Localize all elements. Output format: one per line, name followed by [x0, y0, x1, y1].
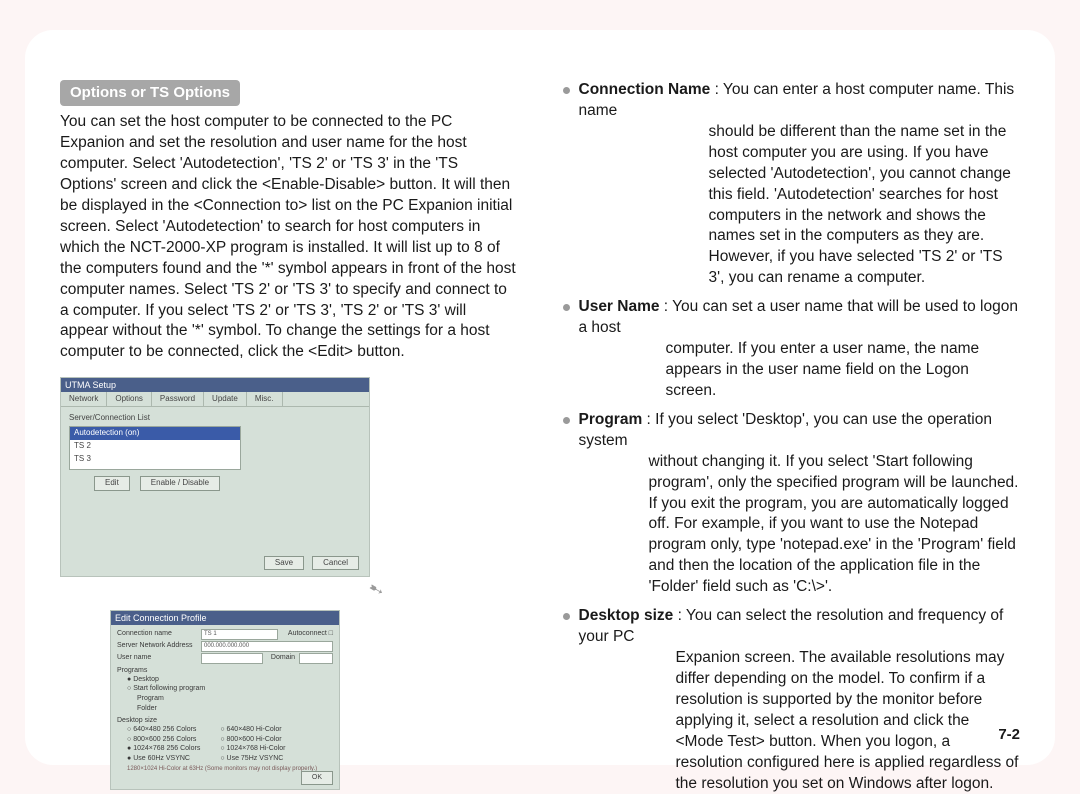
- list-row: TS 2: [70, 440, 240, 453]
- resolution-options: 640×480 256 Colors 800×600 256 Colors 10…: [127, 725, 333, 763]
- item-program: Program : If you select 'Desktop', you c…: [563, 410, 1021, 598]
- list-row: TS 3: [70, 453, 240, 466]
- section-desktop-size: Desktop size: [117, 716, 333, 725]
- item-user-name: User Name : You can set a user name that…: [563, 297, 1021, 402]
- section-programs: Programs: [117, 666, 333, 675]
- edit-button: Edit: [94, 476, 130, 491]
- definition-list: Connection Name : You can enter a host c…: [563, 80, 1021, 794]
- left-column: Options or TS Options You can set the ho…: [60, 80, 518, 735]
- label-username: User name: [117, 653, 197, 662]
- tab-misc: Misc.: [247, 392, 283, 406]
- input-username: [201, 653, 263, 664]
- autoconnect-checkbox: Autoconnect □: [288, 629, 333, 638]
- term: User Name: [579, 298, 660, 315]
- dialog-titlebar: Edit Connection Profile: [111, 611, 339, 625]
- res-option: 1024×768 Hi-Color: [220, 744, 285, 753]
- dialog-tabs: Network Options Password Update Misc.: [61, 392, 369, 407]
- res-option: 1024×768 256 Colors: [127, 744, 200, 753]
- continuation: should be different than the name set in…: [579, 122, 1021, 289]
- tab-network: Network: [61, 392, 107, 406]
- intro-paragraph: You can set the host computer to be conn…: [60, 112, 518, 363]
- group-label: Server/Connection List: [69, 413, 361, 424]
- label-connection-name: Connection name: [117, 629, 197, 638]
- save-button: Save: [264, 556, 304, 571]
- term: Connection Name: [579, 81, 711, 98]
- continuation: computer. If you enter a user name, the …: [579, 339, 1021, 402]
- dialog-footer: Save Cancel: [264, 556, 359, 571]
- connection-list: Autodetection (on) TS 2 TS 3: [69, 426, 241, 470]
- res-option: Use 60Hz VSYNC: [127, 754, 200, 763]
- button-row: Edit Enable / Disable: [94, 476, 361, 491]
- res-option: Use 75Hz VSYNC: [220, 754, 285, 763]
- right-column: Connection Name : You can enter a host c…: [563, 80, 1021, 735]
- dialog-body: Server/Connection List Autodetection (on…: [61, 407, 369, 497]
- page-number: 7-2: [998, 726, 1020, 743]
- item-desktop-size: Desktop size : You can select the resolu…: [563, 606, 1021, 794]
- label-domain: Domain: [271, 653, 295, 662]
- screenshot-options-dialog: UTMA Setup Network Options Password Upda…: [60, 377, 370, 577]
- res-option: 640×480 256 Colors: [127, 725, 200, 734]
- input-domain: [299, 653, 333, 664]
- list-row: Autodetection (on): [70, 427, 240, 440]
- res-option: 800×600 Hi-Color: [220, 735, 285, 744]
- tab-update: Update: [204, 392, 247, 406]
- enable-disable-button: Enable / Disable: [140, 476, 220, 491]
- manual-page: Options or TS Options You can set the ho…: [25, 30, 1055, 765]
- label-folder: Folder: [137, 704, 157, 713]
- dialog-body: Connection name TS 1 Autoconnect □ Server …: [111, 625, 339, 777]
- input-server-address: 000.000.000.000: [201, 641, 333, 652]
- tab-options: Options: [107, 392, 152, 406]
- section-badge: Options or TS Options: [60, 80, 240, 106]
- res-option: 800×600 256 Colors: [127, 735, 200, 744]
- continuation: Expanion screen. The available resolutio…: [579, 648, 1021, 794]
- term: Desktop size: [579, 607, 674, 624]
- tab-password: Password: [152, 392, 204, 406]
- label-server-address: Server Network Address: [117, 641, 197, 650]
- screenshot-edit-profile-dialog: Edit Connection Profile Connection name T…: [110, 610, 340, 790]
- continuation: without changing it. If you select 'Star…: [579, 452, 1021, 598]
- item-connection-name: Connection Name : You can enter a host c…: [563, 80, 1021, 289]
- input-connection-name: TS 1: [201, 629, 278, 640]
- arrow-icon: ➷: [366, 576, 387, 603]
- res-option: 640×480 Hi-Color: [220, 725, 285, 734]
- label-program: Program: [137, 694, 164, 703]
- radio-desktop: Desktop: [127, 675, 333, 684]
- dialog-titlebar: UTMA Setup: [61, 378, 369, 392]
- term: Program: [579, 411, 643, 428]
- ok-button: OK: [301, 771, 333, 784]
- radio-start-program: Start following program: [127, 684, 333, 693]
- cancel-button: Cancel: [312, 556, 359, 571]
